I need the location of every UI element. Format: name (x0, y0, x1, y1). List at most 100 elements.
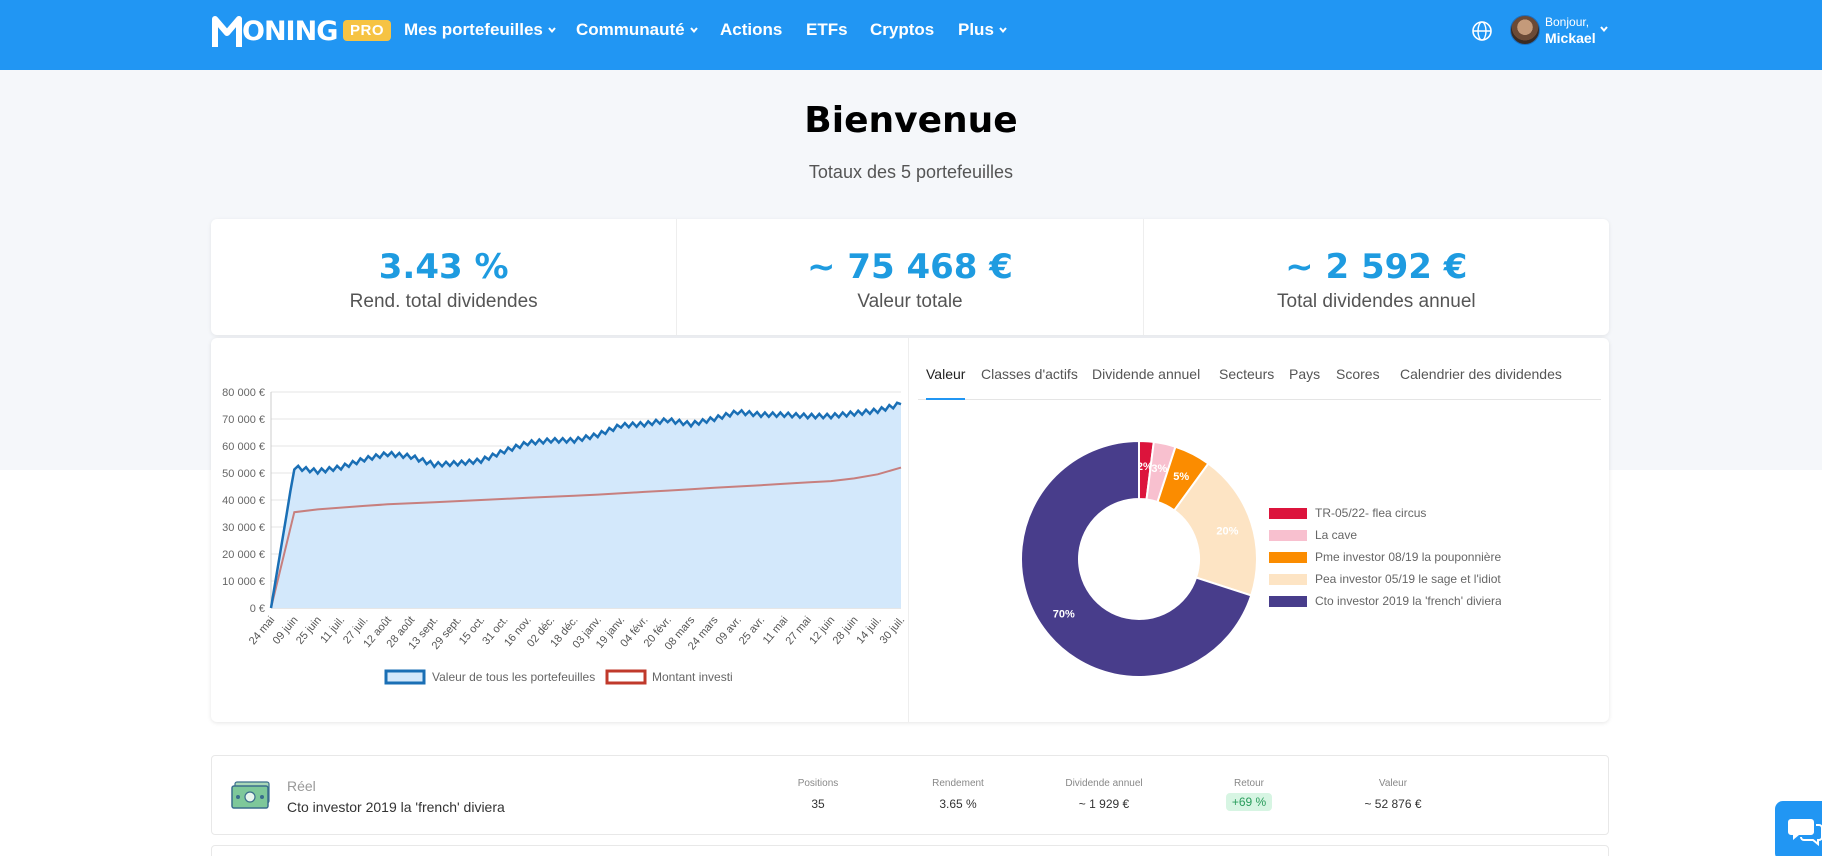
col-header: Positions (797, 778, 839, 789)
stat-label: Total dividendes annuel (1277, 291, 1476, 312)
nav-label: Actions (720, 20, 783, 39)
tab-calendrier[interactable]: Calendrier des dividendes (1400, 366, 1562, 382)
tab-dividende-annuel[interactable]: Dividende annuel (1092, 366, 1201, 382)
moning-logo[interactable]: ONING (212, 13, 338, 49)
legend-label: Cto investor 2019 la 'french' diviera (1315, 594, 1501, 608)
legend-label-valeur: Valeur de tous les portefeuilles (432, 670, 595, 684)
greeting-text: Bonjour, (1545, 15, 1590, 29)
y-tick-label: 0 € (250, 603, 265, 615)
avatar[interactable] (1510, 15, 1540, 45)
legend-swatch (1269, 551, 1307, 563)
y-tick-label: 70 000 € (222, 414, 265, 426)
series-area-valeur (271, 402, 901, 608)
legend-item[interactable]: Pme investor 08/19 la pouponnière (1269, 549, 1501, 565)
stats-card: 3.43 % Rend. total dividendes ~ 75 468 €… (211, 219, 1609, 335)
col-valeur: Valeur ~ 52 876 € (1323, 778, 1463, 811)
tab-pays[interactable]: Pays (1289, 366, 1321, 382)
stat-total-value: ~ 75 468 € Valeur totale (677, 219, 1144, 335)
nav-etfs[interactable]: ETFs (806, 20, 848, 40)
user-name: Mickael (1545, 30, 1596, 46)
nav-cryptos[interactable]: Cryptos (870, 20, 934, 40)
legend-item[interactable]: Pea investor 05/19 le sage et l'idiot (1269, 571, 1501, 587)
nav-label: Mes portefeuilles (404, 20, 543, 39)
legend-label-montant: Montant investi (652, 670, 733, 684)
portfolio-type: Réel (287, 778, 316, 794)
y-tick-label: 50 000 € (222, 468, 265, 480)
chat-icon (1788, 819, 1822, 847)
legend-item[interactable]: Cto investor 2019 la 'french' diviera (1269, 593, 1501, 609)
tab-secteurs[interactable]: Secteurs (1219, 366, 1275, 382)
chat-button[interactable] (1775, 801, 1822, 856)
col-value: ~ 52 876 € (1364, 797, 1422, 811)
chart-tabs: Valeur Classes d'actifs Dividende annuel… (918, 360, 1601, 400)
nav-label: ETFs (806, 20, 848, 39)
nav-plus[interactable]: Plus (958, 20, 1008, 40)
legend-swatch (1269, 595, 1307, 607)
col-value: 35 (811, 797, 825, 811)
legend-item[interactable]: TR-05/22- flea circus (1269, 505, 1501, 521)
chevron-down-icon[interactable] (1599, 24, 1609, 34)
slice-label: 2% (1137, 461, 1153, 473)
y-tick-label: 30 000 € (222, 522, 265, 534)
col-retour: Retour +69 % (1179, 778, 1319, 811)
col-header: Valeur (1378, 778, 1408, 789)
nav-actions[interactable]: Actions (720, 20, 782, 40)
legend-swatch-valeur (384, 669, 426, 685)
charts-panel: 0 € 10 000 € 20 000 € 30 000 € 40 000 € 50 00… (211, 338, 1609, 722)
chevron-down-icon (548, 27, 556, 34)
logo-text: ONING (242, 15, 338, 47)
portfolio-value-line-chart: 0 € 10 000 € 20 000 € 30 000 € 40 000 € 50 00… (222, 387, 907, 685)
tab-scores[interactable]: Scores (1336, 366, 1380, 382)
top-navbar: ONING PRO Mes portefeuilles Communauté A… (0, 0, 1822, 70)
col-value: 3.65 % (939, 797, 977, 811)
slice-label: 3% (1151, 463, 1167, 475)
y-tick-label: 10 000 € (222, 576, 265, 588)
legend-swatch-montant (605, 669, 647, 685)
chevron-down-icon (999, 27, 1007, 34)
col-header: Retour (1233, 778, 1264, 789)
nav-label: Cryptos (870, 20, 935, 39)
legend-item[interactable]: La cave (1269, 527, 1501, 543)
col-header: Rendement (932, 778, 984, 789)
slice-label: 20% (1216, 525, 1238, 537)
legend-swatch (1269, 507, 1307, 519)
user-menu[interactable]: Bonjour, Mickael (1545, 14, 1596, 46)
col-value: ~ 1 929 € (1078, 797, 1130, 811)
portfolio-row[interactable]: Réel Cto investor 2019 la 'french' divie… (211, 755, 1609, 835)
y-tick-label: 20 000 € (222, 549, 265, 561)
portfolio-name[interactable]: Cto investor 2019 la 'french' diviera (287, 799, 505, 815)
tab-valeur[interactable]: Valeur (926, 360, 966, 400)
legend-label: Pme investor 08/19 la pouponnière (1315, 550, 1501, 564)
page-title: Bienvenue (804, 100, 1018, 141)
nav-label: Plus (958, 20, 994, 39)
y-tick-label: 60 000 € (222, 441, 265, 453)
stat-value: ~ 75 468 € (807, 247, 1013, 287)
col-header: Dividende annuel (1065, 778, 1143, 789)
nav-mes-portefeuilles[interactable]: Mes portefeuilles (404, 20, 557, 40)
banknote-icon (231, 781, 270, 809)
col-dividende-annuel: Dividende annuel ~ 1 929 € (1034, 778, 1174, 811)
pro-badge: PRO (343, 20, 392, 41)
page-subtitle: Totaux des 5 portefeuilles (808, 162, 1014, 182)
portfolio-row[interactable] (211, 845, 1609, 856)
donut-slice (1020, 439, 1253, 678)
logo-m-icon (212, 16, 242, 47)
col-positions: Positions 35 (748, 778, 888, 811)
stat-value: ~ 2 592 € (1285, 247, 1468, 287)
stat-dividend-yield: 3.43 % Rend. total dividendes (211, 219, 678, 335)
col-rendement: Rendement 3.65 % (888, 778, 1028, 811)
stat-label: Rend. total dividendes (349, 291, 538, 312)
tab-classes-actifs[interactable]: Classes d'actifs (981, 366, 1078, 382)
globe-icon[interactable] (1471, 20, 1493, 42)
stat-value: 3.43 % (378, 247, 509, 287)
donut-slice (1172, 462, 1258, 597)
legend-label: TR-05/22- flea circus (1315, 506, 1427, 520)
allocation-donut-chart: 2%3% 5% 20% 70% (1020, 439, 1258, 678)
chevron-down-icon (689, 27, 698, 34)
legend-label: La cave (1315, 528, 1358, 542)
series-line-montant-investi (270, 466, 902, 609)
stat-label: Valeur totale (857, 291, 963, 312)
nav-communaute[interactable]: Communauté (576, 20, 699, 40)
y-tick-label: 40 000 € (222, 495, 265, 507)
legend-swatch (1269, 573, 1307, 585)
